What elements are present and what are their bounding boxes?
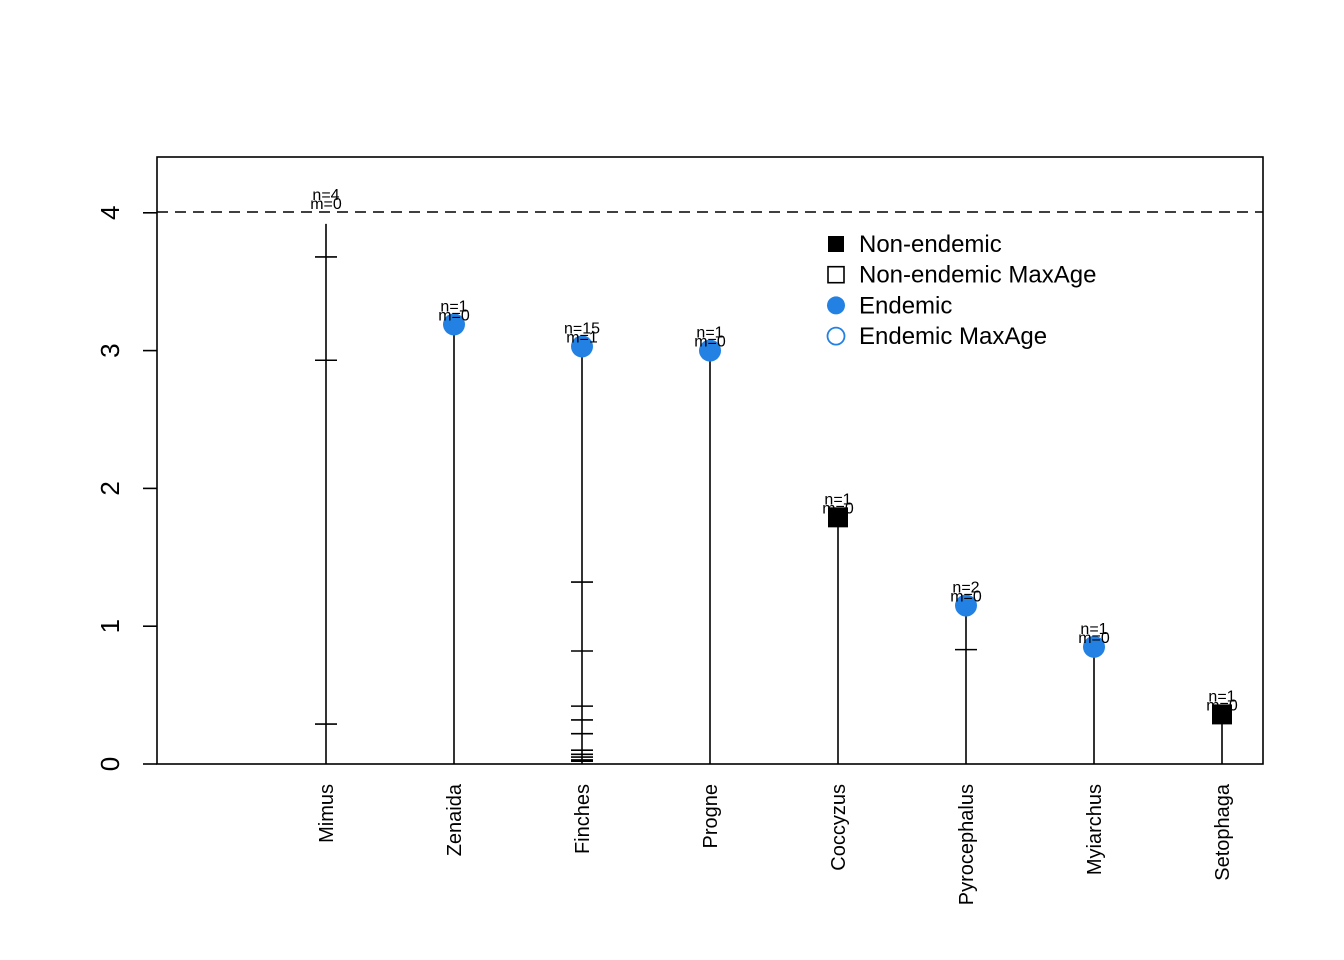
x-category-label: Pyrocephalus [956, 784, 978, 905]
data-points [443, 313, 1232, 725]
endemic-point [443, 313, 465, 336]
m-label: m=0 [1078, 630, 1110, 647]
m-label: m=1 [566, 329, 598, 346]
n-label: n=1 [696, 325, 723, 342]
non-endemic-point [1212, 704, 1232, 725]
y-tick-label: 3 [95, 343, 125, 357]
legend-label: Endemic [859, 292, 952, 319]
m-label: m=0 [822, 500, 854, 517]
count-labels: n=4m=0n=1m=0n=15m=1 n=1m=0n=1m=0n=2m=0n=1… [310, 187, 1238, 715]
x-category-label: Finches [572, 784, 594, 854]
y-tick-label: 4 [95, 206, 125, 220]
x-axis-labels: Mimus Zenaida Finches Progne Coccyzus Pyrocep… [316, 783, 1234, 905]
n-label: n=1 [1080, 621, 1107, 638]
n-label: n=1 [1208, 688, 1235, 705]
legend-label: Non-endemic [859, 231, 1002, 258]
m-label: m=0 [950, 589, 982, 606]
m-label: m=0 [1206, 697, 1238, 714]
x-category-label: Zenaida [444, 783, 466, 856]
endemic-point [955, 594, 977, 617]
legend: Non-endemic Non-endemic MaxAge Endemic Ende… [826, 231, 1096, 350]
legend-marker-filled-circle [827, 296, 845, 315]
endemic-point [1083, 635, 1105, 658]
endemic-point [571, 335, 593, 358]
y-tick-label: 1 [95, 619, 125, 633]
y-tick-label: 0 [95, 757, 125, 771]
legend-marker-filled-square [828, 236, 844, 252]
legend-label: Non-endemic MaxAge [859, 262, 1096, 289]
y-axis: 0 1 2 3 4 [95, 206, 157, 771]
legend-marker-open-circle [826, 326, 846, 346]
m-label: m=0 [694, 334, 726, 351]
n-label: n=15 [564, 320, 600, 337]
x-category-label: Progne [700, 784, 722, 849]
n-label: n=1 [440, 298, 467, 315]
x-category-label: Coccyzus [828, 784, 850, 871]
n-label: n=2 [952, 580, 979, 597]
x-category-label: Mimus [316, 784, 338, 843]
legend-marker-open-square [827, 265, 845, 284]
legend-label: Endemic MaxAge [859, 323, 1047, 350]
endemic-point [699, 339, 721, 362]
n-label: n=4 [312, 187, 339, 204]
x-category-label: Myiarchus [1084, 784, 1106, 875]
y-tick-label: 2 [95, 481, 125, 495]
n-label: n=1 [824, 491, 851, 508]
non-endemic-point [828, 507, 848, 528]
x-category-label: Setophaga [1212, 783, 1234, 881]
m-label: m=0 [310, 196, 342, 213]
m-label: m=0 [438, 307, 470, 324]
